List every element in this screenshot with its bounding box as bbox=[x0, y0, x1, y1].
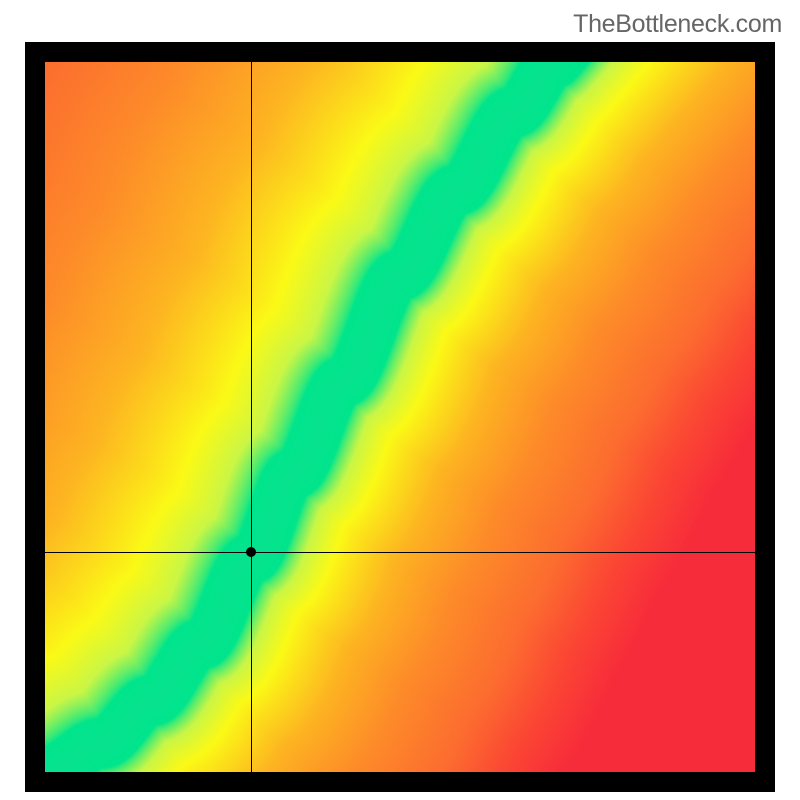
crosshair-vertical bbox=[251, 62, 252, 772]
plot-area bbox=[45, 62, 755, 772]
crosshair-marker bbox=[246, 547, 256, 557]
crosshair-horizontal bbox=[45, 552, 755, 553]
chart-container: TheBottleneck.com bbox=[0, 0, 800, 800]
watermark-text: TheBottleneck.com bbox=[573, 10, 782, 39]
chart-frame bbox=[25, 42, 775, 792]
heatmap-canvas bbox=[45, 62, 755, 772]
